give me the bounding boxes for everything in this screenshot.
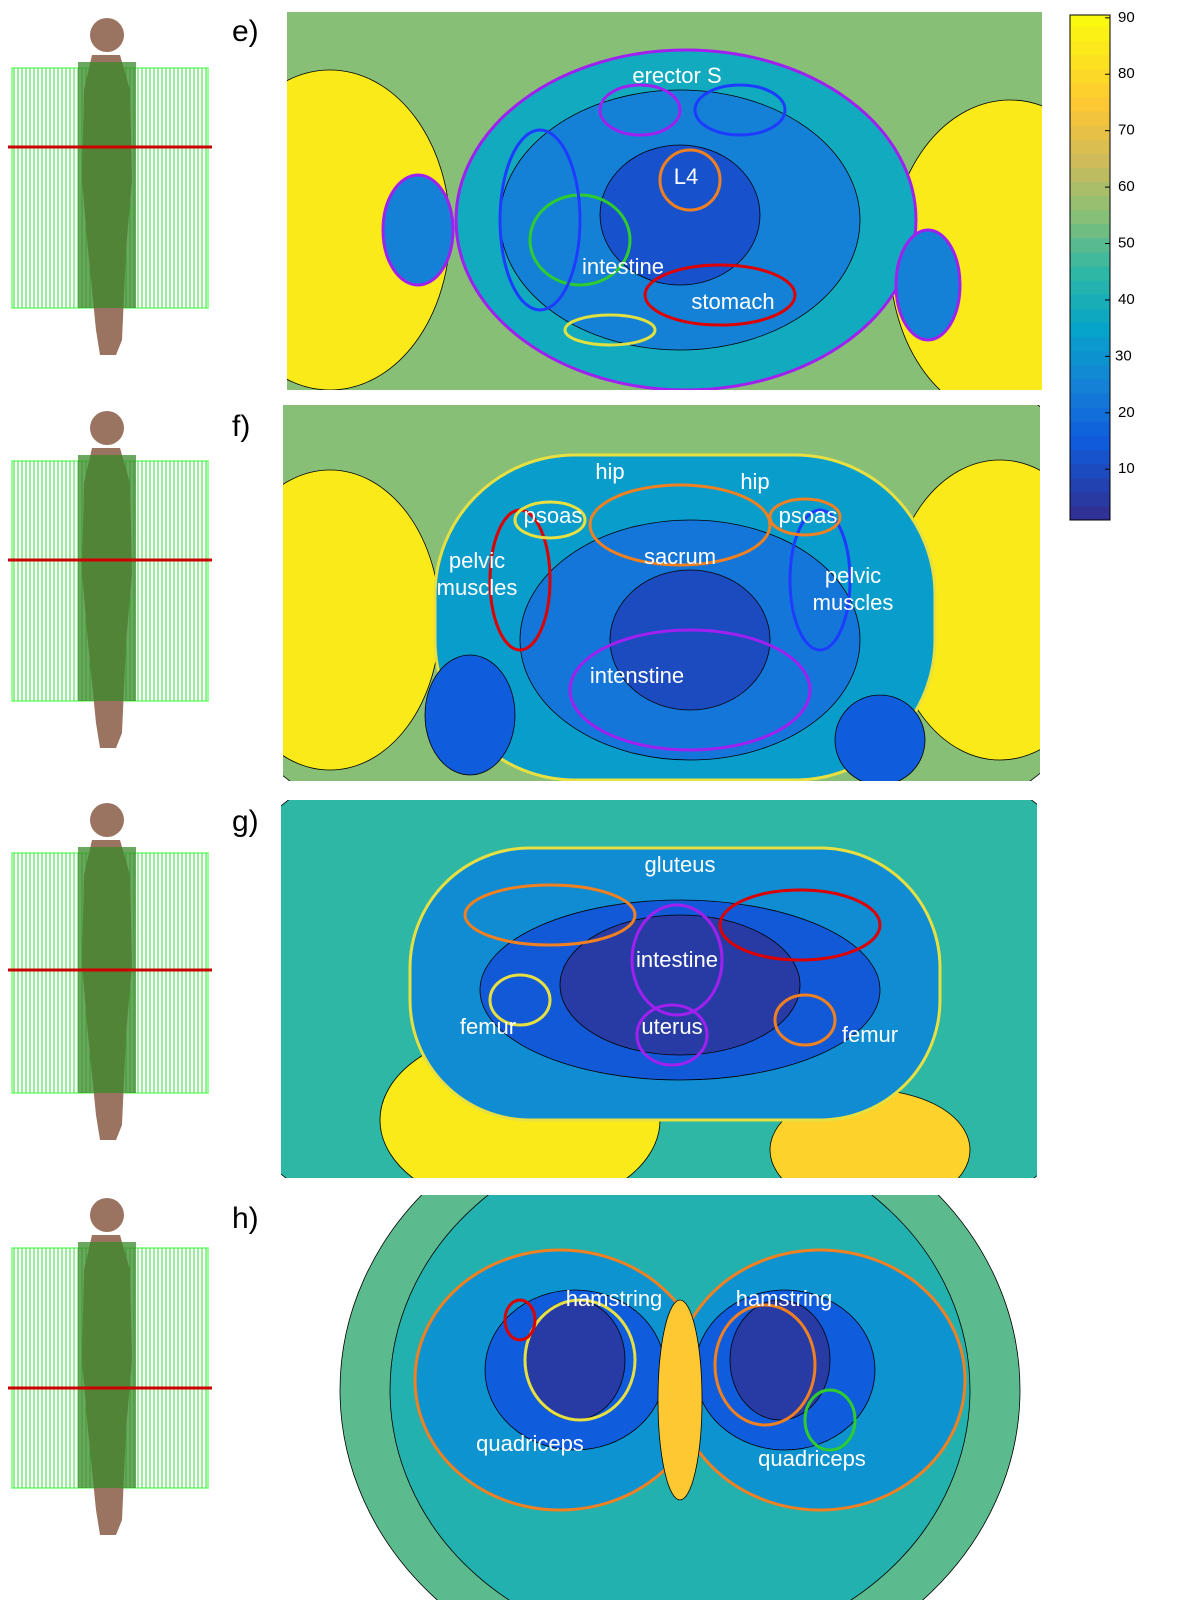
colorbar-band <box>1070 181 1110 196</box>
colorbar-band <box>1070 506 1110 521</box>
head <box>90 1198 124 1232</box>
organ-label: muscles <box>813 590 894 615</box>
colorbar-tick-label: 60 <box>1118 178 1135 195</box>
colorbar-band <box>1070 478 1110 493</box>
panel-label: e) <box>232 15 259 48</box>
organ-label: stomach <box>691 289 774 314</box>
colorbar-band <box>1070 294 1110 309</box>
body-model <box>8 411 212 748</box>
organ-label: uterus <box>641 1014 702 1039</box>
colorbar-band <box>1070 323 1110 338</box>
colorbar-band <box>1070 435 1110 450</box>
organ-label: muscles <box>437 575 518 600</box>
organ-label: hip <box>595 459 624 484</box>
head <box>90 411 124 445</box>
organ-label: hamstring <box>566 1286 663 1311</box>
organ-label: intenstine <box>590 663 684 688</box>
organ-label: sacrum <box>644 544 716 569</box>
colorbar-tick-label: 90 <box>1118 9 1135 26</box>
panel-label: g) <box>232 805 259 838</box>
contour-region <box>658 1300 702 1500</box>
head <box>90 18 124 52</box>
colorbar-band <box>1070 196 1110 211</box>
colorbar-band <box>1070 167 1110 182</box>
colorbar-band <box>1070 210 1110 225</box>
colorbar-band <box>1070 40 1110 55</box>
body-model <box>8 18 212 355</box>
colorbar-tick-label: 70 <box>1118 122 1135 139</box>
organ-label: psoas <box>779 503 838 528</box>
organ-label: femur <box>842 1022 898 1047</box>
colorbar-band <box>1070 111 1110 126</box>
colorbar-tick-label: 10 <box>1118 460 1135 477</box>
body-model <box>8 1198 212 1535</box>
organ-label: psoas <box>524 503 583 528</box>
colorbar-band <box>1070 69 1110 84</box>
organ-label: femur <box>460 1014 516 1039</box>
colorbar-band <box>1070 379 1110 394</box>
colorbar-band <box>1070 15 1110 27</box>
colorbar-band <box>1070 464 1110 479</box>
colorbar-band <box>1070 97 1110 112</box>
figure: e)erector SL4intestinestomachf)hiphippso… <box>0 0 1185 1615</box>
colorbar-tick-label: 30 <box>1115 347 1132 364</box>
colorbar-tick-label: 20 <box>1118 404 1135 421</box>
organ-label: hamstring <box>736 1286 833 1311</box>
organ-label: quadriceps <box>758 1446 866 1471</box>
organ-label: erector S <box>632 63 721 88</box>
contour-region <box>425 655 515 775</box>
organ-label: L4 <box>674 164 698 189</box>
torso-overlay <box>78 62 136 308</box>
contour-region <box>610 570 770 710</box>
colorbar-band <box>1070 449 1110 464</box>
organ-label: intestine <box>636 947 718 972</box>
colorbar-band <box>1070 266 1110 281</box>
colorbar-band <box>1070 224 1110 239</box>
contour-region <box>220 470 440 770</box>
colorbar-tick-label: 50 <box>1118 234 1135 251</box>
colorbar-band <box>1070 308 1110 323</box>
organ-label: gluteus <box>645 852 716 877</box>
contour-region <box>383 175 453 285</box>
panel-label: h) <box>232 1202 259 1235</box>
colorbar-tick-label: 40 <box>1118 291 1135 308</box>
colorbar-band <box>1070 365 1110 380</box>
colorbar-band <box>1070 492 1110 507</box>
colorbar-band <box>1070 83 1110 98</box>
colorbar-band <box>1070 54 1110 69</box>
colorbar-band <box>1070 26 1110 41</box>
colorbar-band <box>1070 153 1110 168</box>
colorbar-band <box>1070 252 1110 267</box>
organ-label: quadriceps <box>476 1431 584 1456</box>
colorbar-band <box>1070 421 1110 436</box>
panel-label: f) <box>232 410 250 443</box>
colorbar-band <box>1070 407 1110 422</box>
organ-label: pelvic <box>449 548 505 573</box>
organ-label: pelvic <box>825 563 881 588</box>
organ-label: hip <box>740 469 769 494</box>
colorbar-band <box>1070 139 1110 154</box>
colorbar-band <box>1070 337 1110 352</box>
colorbar-band <box>1070 125 1110 140</box>
colorbar-band <box>1070 238 1110 253</box>
colorbar-tick-label: 80 <box>1118 65 1135 82</box>
torso-overlay <box>78 1242 136 1488</box>
torso-overlay <box>78 455 136 701</box>
body-model <box>8 803 212 1140</box>
colorbar-band <box>1070 280 1110 295</box>
colorbar-band <box>1070 393 1110 408</box>
head <box>90 803 124 837</box>
contour-region <box>896 230 960 340</box>
contour-region <box>835 695 925 785</box>
colorbar-band <box>1070 351 1110 366</box>
organ-label: intestine <box>582 254 664 279</box>
